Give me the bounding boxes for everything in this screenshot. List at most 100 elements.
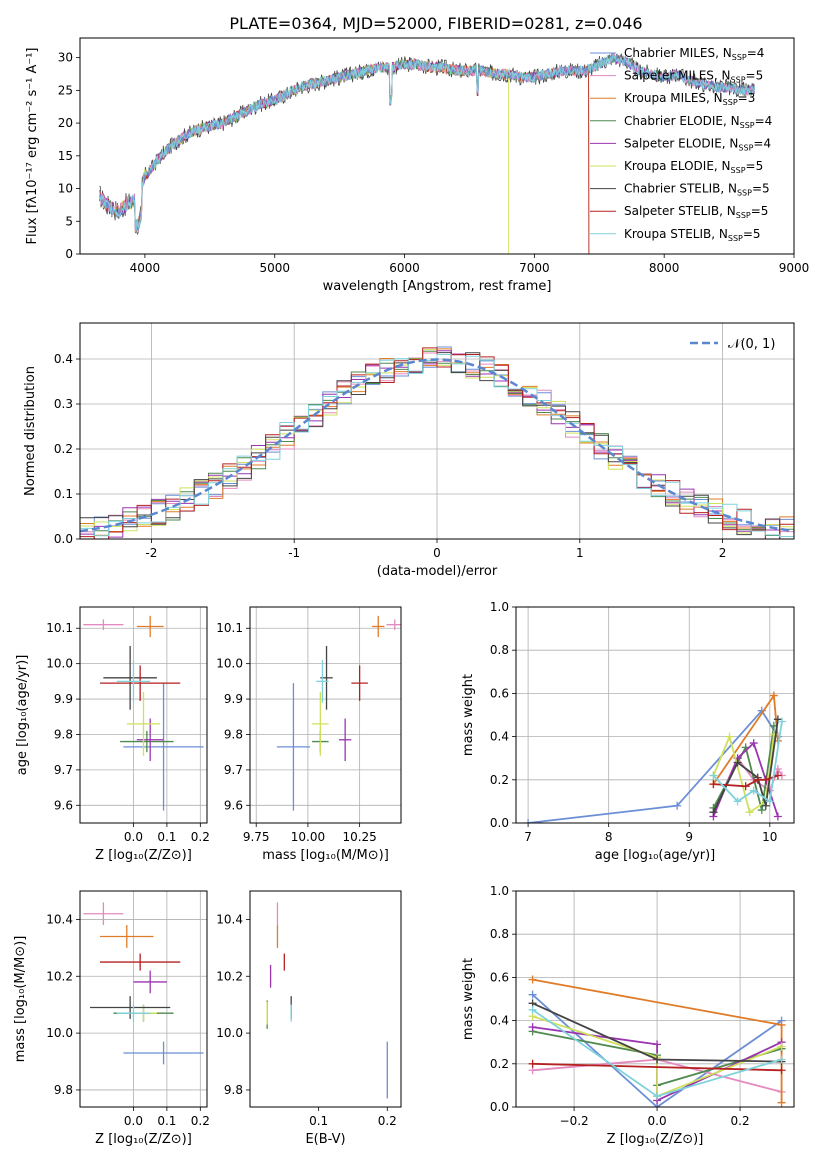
- weight-marker: [733, 797, 742, 806]
- y-tick-label: 10.0: [216, 657, 243, 671]
- x-tick-label: 10: [762, 830, 777, 844]
- grid-lines: [80, 891, 207, 1107]
- x-tick-label: -2: [145, 546, 157, 560]
- x-axis-label: Z [log₁₀(Z/Z⊙)]: [95, 848, 192, 863]
- x-tick-label: 0.2: [731, 1114, 750, 1128]
- axes-frame: [79, 37, 795, 255]
- x-axis-label: mass [log₁₀(M/M⊙)]: [262, 848, 389, 863]
- residuals-panel: -2 -1 0 1 2 0.0 0.1 0.2 0.3 0.4 (data-model)/error…: [23, 322, 795, 579]
- plot-area: [524, 691, 786, 823]
- spectrum-line: [99, 59, 590, 254]
- x-axis-label: Z [log₁₀(Z/Z⊙)]: [95, 1132, 192, 1147]
- plot-area: [266, 902, 388, 1099]
- y-tick-label: 0.3: [54, 397, 73, 411]
- x-tick-label: 0.1: [309, 1114, 328, 1128]
- x-tick-label: 8: [605, 830, 613, 844]
- y-axis-label: mass weight: [461, 674, 476, 756]
- y-axis-label: Normed distribution: [23, 366, 38, 496]
- weight-marker: [773, 715, 782, 724]
- x-tick-label: 0.1: [157, 830, 176, 844]
- y-tick-label: 25: [58, 83, 73, 97]
- x-tick-label: 9.75: [243, 830, 270, 844]
- y-tick-label: 10.4: [216, 912, 243, 926]
- y-tick-label: 20: [58, 116, 73, 130]
- x-tick-label: 0: [433, 546, 441, 560]
- y-tick-label: 1.0: [490, 600, 509, 614]
- x-tick-label: −0.2: [560, 1114, 589, 1128]
- weight-marker: [528, 975, 537, 984]
- grid-lines: [250, 607, 401, 823]
- weight-marker: [528, 1023, 537, 1032]
- plot-area: [276, 615, 401, 811]
- y-tick-label: 9.8: [54, 1083, 73, 1097]
- y-tick-label: 0.0: [490, 816, 509, 830]
- y-tick-label: 5: [65, 214, 73, 228]
- weight-marker: [733, 758, 742, 767]
- axes-frame: [79, 890, 208, 1108]
- weight-marker: [528, 990, 537, 999]
- y-tick-label: 15: [58, 149, 73, 163]
- legend-label: Kroupa ELODIE, NSSP=5: [624, 159, 763, 175]
- weight-marker: [749, 786, 758, 795]
- y-tick-label: 9.7: [54, 763, 73, 777]
- x-tick-label: 9: [685, 830, 693, 844]
- weight-line: [532, 1015, 782, 1098]
- weight-marker: [741, 782, 750, 791]
- weight-marker: [773, 771, 782, 780]
- x-tick-label: 7000: [519, 261, 550, 275]
- y-tick-label: 9.9: [54, 692, 73, 706]
- legend-label: Kroupa STELIB, NSSP=5: [624, 227, 761, 243]
- x-tick-label: 1: [576, 546, 584, 560]
- legend-label: Chabrier STELIB, NSSP=5: [624, 182, 770, 198]
- x-axis-label: Z [log₁₀(Z/Z⊙)]: [607, 1132, 704, 1147]
- legend: 𝒩(0, 1): [690, 337, 775, 352]
- weight-marker: [653, 1092, 662, 1101]
- x-axis-label: (data-model)/error: [377, 564, 498, 579]
- gaussian-curve: [80, 358, 794, 533]
- plot-area: [99, 52, 755, 254]
- axes-frame: [515, 606, 795, 824]
- x-tick-label: 6000: [389, 261, 420, 275]
- y-tick-label: 0.2: [54, 442, 73, 456]
- y-axis-label: mass weight: [461, 958, 476, 1040]
- ebv-mass-panel: 0.1 0.2 9.8 10.0 10.2 10.4 E(B-V): [216, 890, 402, 1147]
- y-tick-label: 9.8: [224, 727, 243, 741]
- y-tick-label: 1.0: [490, 884, 509, 898]
- y-tick-label: 10.0: [46, 657, 73, 671]
- legend-label: Kroupa MILES, NSSP=3: [624, 91, 755, 107]
- z-mass-panel: 0.0 0.1 0.2 9.8 10.0 10.2 10.4 Z [log₁₀(Z/Z⊙)] m…: [13, 890, 210, 1147]
- y-tick-label: 9.6: [224, 798, 243, 812]
- weight-marker: [761, 775, 770, 784]
- y-tick-label: 9.7: [224, 763, 243, 777]
- weight-marker: [777, 1066, 786, 1075]
- y-tick-label: 0.2: [490, 1057, 509, 1071]
- x-tick-label: 8000: [649, 261, 680, 275]
- plot-area: [83, 615, 204, 811]
- axes-frame: [515, 890, 795, 1108]
- spectrum-line: [99, 59, 590, 254]
- weight-marker: [777, 1055, 786, 1064]
- y-tick-label: 0.6: [490, 970, 509, 984]
- y-tick-label: 0.0: [54, 532, 73, 546]
- weight-marker: [528, 1005, 537, 1014]
- y-tick-label: 10.0: [216, 1026, 243, 1040]
- y-tick-label: 10.0: [46, 1026, 73, 1040]
- plot-area: [528, 975, 786, 1107]
- weight-line: [532, 1062, 782, 1072]
- figure-title: PLATE=0364, MJD=52000, FIBERID=0281, z=0…: [229, 14, 642, 33]
- legend-label: Salpeter MILES, NSSP=5: [624, 69, 763, 85]
- histogram-series: [80, 354, 794, 539]
- y-tick-label: 10.4: [46, 912, 73, 926]
- plot-area: [83, 902, 204, 1065]
- weight-marker: [777, 1098, 786, 1107]
- y-tick-label: 0.8: [490, 643, 509, 657]
- y-tick-label: 30: [58, 51, 73, 65]
- weight-marker: [709, 808, 718, 817]
- weight-line: [527, 709, 779, 823]
- spectrum-line: [99, 53, 755, 231]
- grid-lines: [516, 890, 794, 1108]
- y-tick-label: 0.0: [490, 1100, 509, 1114]
- y-tick-label: 0.6: [490, 686, 509, 700]
- x-tick-label: 10.00: [291, 830, 325, 844]
